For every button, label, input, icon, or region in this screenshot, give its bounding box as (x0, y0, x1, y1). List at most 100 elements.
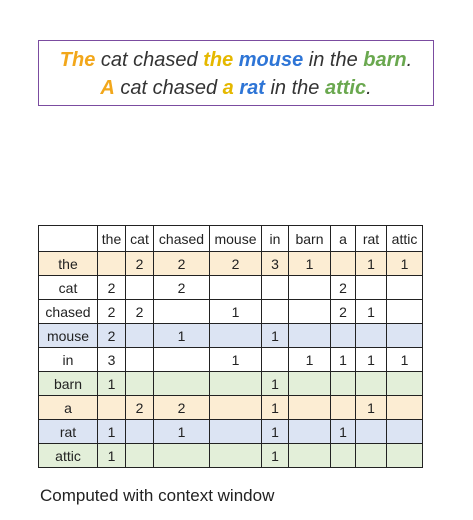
column-header: a (330, 225, 356, 252)
column-header: in (261, 225, 289, 252)
cell (209, 419, 262, 444)
cell (261, 347, 289, 372)
cell: 2 (153, 275, 210, 300)
header-row: the cat chased mouse in barn a rat attic (38, 225, 423, 252)
cell: 1 (97, 371, 126, 396)
cell (288, 299, 331, 324)
row-header: attic (38, 443, 98, 468)
column-header: cat (125, 225, 154, 252)
cell: 2 (330, 275, 356, 300)
cell (209, 323, 262, 348)
cell (153, 347, 210, 372)
corner-cell (38, 225, 98, 252)
sentence-word: . (366, 77, 372, 99)
table-row: cat 2 2 2 (38, 275, 423, 300)
cell (261, 275, 289, 300)
cell (125, 419, 154, 444)
cell (288, 275, 331, 300)
cell: 1 (330, 419, 356, 444)
cell (386, 299, 423, 324)
sentence-word: the (203, 49, 234, 71)
cell (330, 371, 356, 396)
cell (355, 323, 387, 348)
cell: 2 (330, 299, 356, 324)
cell (97, 251, 126, 276)
row-header: in (38, 347, 98, 372)
cell: 3 (261, 251, 289, 276)
sentence-word: barn (363, 49, 407, 71)
table-row: mouse 2 1 1 (38, 323, 423, 348)
cell: 1 (386, 251, 423, 276)
cell: 1 (97, 443, 126, 468)
cell: 1 (330, 347, 356, 372)
sentence-word: . (406, 49, 413, 71)
cell (386, 275, 423, 300)
cell (288, 371, 331, 396)
column-header: the (97, 225, 126, 252)
cell (153, 299, 210, 324)
sentence: A cat chased a rat in the attic. (39, 74, 433, 102)
row-header: a (38, 395, 98, 420)
cell (125, 323, 154, 348)
cell: 1 (355, 347, 387, 372)
cell (209, 275, 262, 300)
table-row: rat 1 1 1 1 (38, 419, 423, 444)
table-row: chased 2 2 1 2 1 (38, 299, 423, 324)
cell (288, 323, 331, 348)
cell (355, 443, 387, 468)
cell: 2 (125, 251, 154, 276)
sentence-word: in the (264, 77, 325, 99)
row-header: chased (38, 299, 98, 324)
table-row: the 2 2 2 3 1 1 1 (38, 251, 423, 276)
cell (288, 395, 331, 420)
cell (209, 395, 262, 420)
sentence-word: attic (324, 77, 367, 99)
sentence: The cat chased the mouse in the barn. (39, 46, 433, 74)
cell (386, 419, 423, 444)
cooccurrence-table: the cat chased mouse in barn a rat attic the 2 2 2 3 1… (38, 225, 423, 468)
cell (209, 443, 262, 468)
cell: 1 (97, 419, 126, 444)
cell (125, 443, 154, 468)
cell: 2 (209, 251, 262, 276)
cell (153, 371, 210, 396)
sentence-word: rat (239, 77, 265, 99)
cell: 1 (288, 251, 331, 276)
cell (386, 443, 423, 468)
cell: 2 (153, 251, 210, 276)
cell (355, 419, 387, 444)
cell: 1 (261, 443, 289, 468)
table-row: in 3 1 1 1 1 1 (38, 347, 423, 372)
cell (97, 395, 126, 420)
cell: 1 (355, 251, 387, 276)
cell: 2 (125, 299, 154, 324)
cell: 1 (261, 323, 289, 348)
cell (386, 395, 423, 420)
column-header: mouse (209, 225, 262, 252)
cell (386, 323, 423, 348)
cell: 2 (97, 275, 126, 300)
cell (355, 371, 387, 396)
sentence-word: mouse (238, 49, 304, 71)
cell: 1 (261, 395, 289, 420)
cell: 2 (97, 323, 126, 348)
column-header: attic (386, 225, 423, 252)
cell (288, 419, 331, 444)
cell: 2 (97, 299, 126, 324)
cell: 1 (355, 395, 387, 420)
cell: 1 (261, 419, 289, 444)
cell (261, 299, 289, 324)
cell (386, 371, 423, 396)
table-row: attic 1 1 (38, 443, 423, 468)
sentence-word: cat chased (95, 49, 204, 71)
cell: 3 (97, 347, 126, 372)
cell (330, 443, 356, 468)
cell: 1 (153, 323, 210, 348)
sentence-word: cat chased (114, 77, 223, 99)
footer: Computed with context window (40, 486, 275, 505)
cell (153, 443, 210, 468)
cell (125, 347, 154, 372)
cell: 1 (288, 347, 331, 372)
column-header: rat (355, 225, 387, 252)
